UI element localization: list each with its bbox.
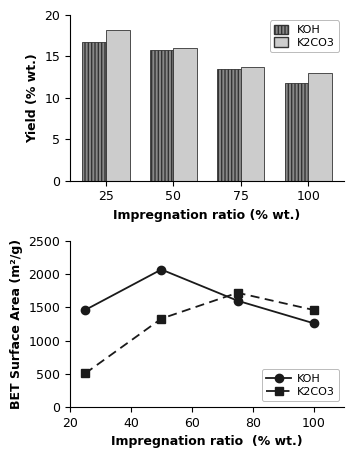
Bar — [173, 48, 197, 181]
Bar — [106, 30, 130, 181]
KOH — [312, 321, 316, 326]
Legend: KOH, K2CO3: KOH, K2CO3 — [262, 369, 339, 402]
Bar — [150, 49, 173, 181]
X-axis label: Impregnation ratio (% wt.): Impregnation ratio (% wt.) — [113, 209, 301, 222]
K2CO3 — [235, 290, 240, 295]
Legend: KOH, K2CO3: KOH, K2CO3 — [270, 20, 339, 52]
KOH — [83, 307, 87, 313]
Line: KOH: KOH — [81, 265, 318, 327]
K2CO3 — [83, 371, 87, 376]
K2CO3 — [312, 307, 316, 313]
Y-axis label: Yield (% wt.): Yield (% wt.) — [26, 53, 39, 142]
Bar — [285, 83, 308, 181]
Bar — [217, 69, 241, 181]
X-axis label: Impregnation ratio  (% wt.): Impregnation ratio (% wt.) — [111, 435, 303, 448]
Y-axis label: BET Surface Area (m²/g): BET Surface Area (m²/g) — [10, 239, 23, 409]
Bar — [241, 67, 264, 181]
KOH — [159, 267, 164, 272]
Bar — [82, 42, 106, 181]
K2CO3 — [159, 316, 164, 322]
Line: K2CO3: K2CO3 — [81, 289, 318, 378]
Bar — [308, 73, 332, 181]
KOH — [235, 298, 240, 304]
